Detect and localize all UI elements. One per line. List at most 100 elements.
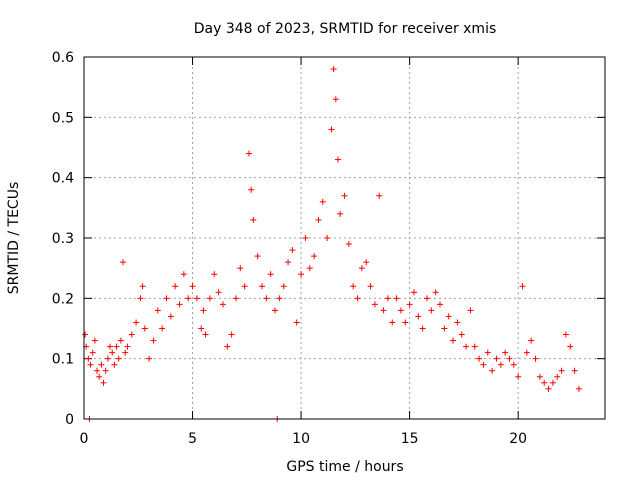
data-point — [237, 265, 244, 272]
data-point — [107, 343, 114, 350]
data-point — [549, 379, 556, 386]
y-tick-label: 0.1 — [52, 352, 74, 368]
data-point — [128, 331, 135, 338]
data-point — [450, 337, 457, 344]
data-point — [172, 283, 179, 290]
y-tick-label: 0.4 — [52, 171, 74, 187]
data-point — [206, 295, 213, 302]
data-point — [480, 361, 487, 368]
data-point — [254, 253, 261, 260]
data-point — [263, 295, 270, 302]
data-point — [82, 331, 89, 338]
data-point — [562, 331, 569, 338]
data-point — [319, 198, 326, 205]
data-point — [458, 331, 465, 338]
data-point — [324, 235, 331, 241]
data-point — [109, 349, 116, 356]
data-point — [423, 295, 430, 302]
data-point — [406, 301, 413, 308]
data-point — [104, 355, 111, 362]
data-point — [228, 331, 235, 338]
data-point — [245, 150, 252, 157]
data-point — [402, 319, 409, 326]
data-point — [176, 301, 183, 308]
y-tick-label: 0 — [65, 412, 74, 428]
x-tick-label: 0 — [80, 431, 89, 447]
data-point — [141, 325, 148, 332]
data-point — [189, 283, 196, 290]
data-point — [113, 343, 120, 350]
data-point — [519, 283, 526, 290]
data-point — [311, 253, 318, 260]
data-point — [345, 241, 352, 248]
y-tick-label: 0.2 — [52, 291, 74, 307]
data-point — [211, 271, 218, 278]
data-point — [558, 367, 565, 374]
data-point — [298, 271, 305, 278]
data-point — [328, 126, 335, 133]
data-point — [85, 355, 92, 362]
data-point — [419, 325, 426, 332]
data-point — [437, 301, 444, 308]
data-point — [193, 295, 200, 302]
data-point — [122, 349, 129, 356]
plot-frame — [83, 56, 606, 420]
data-point — [389, 319, 396, 326]
data-point — [98, 361, 105, 368]
data-point — [354, 295, 361, 302]
data-point — [280, 283, 287, 290]
data-point — [384, 295, 391, 302]
data-point — [159, 325, 166, 332]
data-point — [163, 295, 170, 302]
data-point — [493, 355, 500, 362]
chart-title: Day 348 of 2023, SRMTID for receiver xmi… — [194, 21, 497, 37]
data-point — [358, 265, 365, 272]
data-point — [285, 259, 292, 266]
data-point — [415, 313, 422, 320]
data-point — [428, 307, 435, 314]
data-point — [124, 343, 131, 350]
x-tick-label: 20 — [509, 431, 527, 447]
data-point — [302, 235, 309, 241]
y-tick-label: 0.6 — [52, 50, 74, 66]
data-point — [215, 289, 222, 296]
data-point — [332, 96, 339, 103]
x-axis-label: GPS time / hours — [286, 459, 403, 475]
data-point — [376, 192, 383, 199]
axis-ticks: 0 0.1 0.2 0.3 0.4 0.5 0.6 0 5 10 15 20 — [52, 50, 605, 447]
data-point — [330, 66, 337, 73]
data-point — [489, 367, 496, 374]
data-point — [476, 355, 483, 362]
data-point — [441, 325, 448, 332]
data-point — [532, 355, 539, 362]
data-point — [506, 355, 513, 362]
data-point — [510, 361, 517, 368]
data-point — [241, 283, 248, 290]
data-point — [96, 373, 103, 380]
data-point — [150, 337, 157, 344]
data-point — [100, 379, 107, 386]
data-point — [87, 361, 94, 368]
data-point — [200, 307, 207, 314]
data-point — [224, 343, 231, 350]
data-point — [111, 361, 118, 368]
data-point — [115, 355, 122, 362]
data-point — [367, 283, 374, 290]
data-point — [276, 295, 283, 302]
data-point — [536, 373, 543, 380]
data-point — [248, 186, 255, 193]
data-point — [515, 373, 522, 380]
data-point — [146, 355, 153, 362]
x-tick-label: 10 — [292, 431, 310, 447]
data-point — [139, 283, 146, 290]
y-tick-label: 0.5 — [52, 110, 74, 126]
data-point — [89, 349, 96, 356]
data-point — [497, 361, 504, 368]
y-axis-label: SRMTID / TECUs — [6, 182, 22, 295]
data-points — [82, 66, 582, 422]
data-point — [120, 259, 127, 266]
data-point — [232, 295, 239, 302]
data-point — [545, 385, 552, 392]
